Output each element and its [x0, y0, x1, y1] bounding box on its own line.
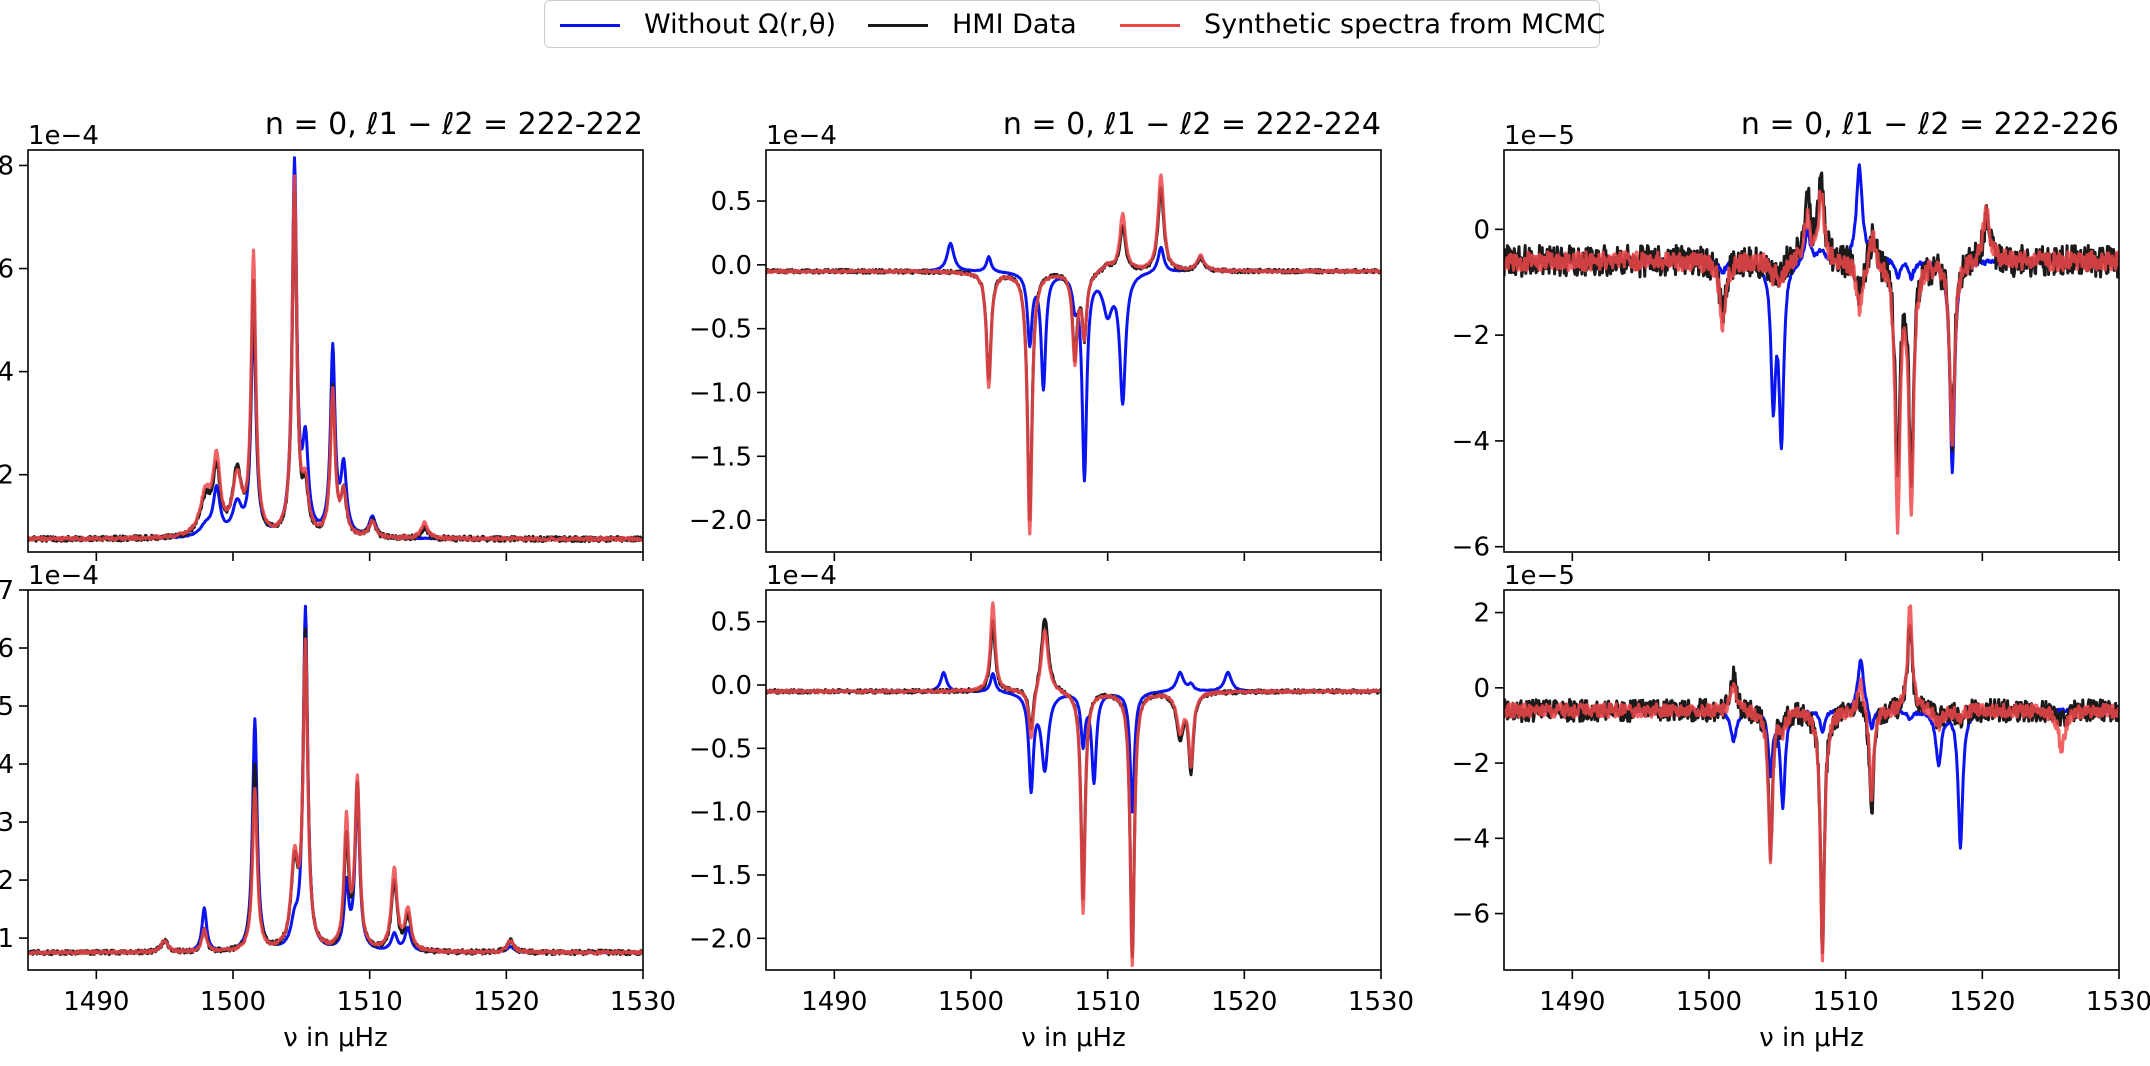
legend: Without Ω(r,θ) HMI Data Synthetic spectr…: [544, 0, 1605, 48]
x-tick-label: 1530: [1348, 987, 1414, 1017]
x-axis-label: ν in μHz: [283, 1023, 388, 1053]
y-tick-label: 1: [0, 924, 14, 954]
x-tick-label: 1500: [1676, 987, 1742, 1017]
y-tick-label: 6: [0, 255, 14, 285]
subplot-3: −6 −4 −2 0 1e−5 n = 0, ℓ1 − ℓ2 = 222-226: [1452, 107, 2120, 563]
series-hmi-panel-6: [1504, 624, 2119, 955]
y-tick-label: 0: [1473, 674, 1490, 704]
subplot-1: 2 4 6 8 1e−4 n = 0, ℓ1 − ℓ2 = 222-222: [0, 107, 644, 561]
subplot-title: n = 0, ℓ1 − ℓ2 = 222-222: [265, 107, 643, 142]
x-tick-label: 1520: [473, 987, 539, 1017]
y-tick-label: 4: [0, 358, 14, 388]
y-tick-label: −2: [1452, 749, 1490, 779]
x-axis-label: ν in μHz: [1759, 1023, 1864, 1053]
series-synthetic-panel-6: [1504, 604, 2119, 963]
x-tick-label: 1520: [1211, 987, 1277, 1017]
y-tick-label: −1.0: [689, 378, 752, 408]
y-tick-label: −2: [1452, 321, 1490, 351]
y-tick-label: 3: [0, 808, 14, 838]
subplot-6: 1490 1500 1510 1520 1530 −6 −4 −2 0 2 1e−5 ν in μHz: [1452, 561, 2150, 1053]
y-tick-label: 2: [1473, 599, 1490, 629]
subplot-title: n = 0, ℓ1 − ℓ2 = 222-224: [1003, 107, 1381, 142]
y-tick-label: 2: [0, 461, 14, 491]
x-tick-label: 1500: [200, 987, 266, 1017]
plot-frame: [27, 589, 644, 971]
x-tick-label: 1530: [610, 987, 676, 1017]
y-tick-label: 2: [0, 866, 14, 896]
plot-frame: [1503, 149, 2120, 553]
series-synthetic-panel-2: [766, 173, 1381, 536]
x-tick-label: 1500: [938, 987, 1004, 1017]
legend-label-synthetic: Synthetic spectra from MCMC: [1204, 9, 1606, 40]
y-exponent-label: 1e−5: [1504, 561, 1575, 591]
series-synthetic-panel-1: [28, 174, 643, 543]
y-tick-label: −1.5: [689, 861, 752, 891]
plot-frame: [765, 589, 1382, 971]
y-tick-label: −4: [1452, 824, 1490, 854]
series-synthetic-panel-4: [28, 637, 643, 956]
x-tick-label: 1530: [2086, 987, 2150, 1017]
y-exponent-label: 1e−4: [766, 121, 837, 151]
y-tick-label: 8: [0, 151, 14, 181]
y-tick-label: −0.5: [689, 315, 752, 345]
y-tick-label: 0.5: [711, 187, 752, 217]
y-tick-label: 0.0: [711, 251, 752, 281]
y-tick-label: 0: [1473, 215, 1490, 245]
legend-line-black: [868, 24, 928, 27]
y-tick-label: 0.0: [711, 671, 752, 701]
y-tick-label: 4: [0, 750, 14, 780]
series-synthetic-panel-5: [766, 601, 1381, 968]
series-without-panel-6: [1504, 658, 2119, 850]
series-without-panel-4: [28, 604, 643, 955]
x-tick-label: 1510: [1813, 987, 1879, 1017]
series-hmi-panel-5: [766, 617, 1381, 959]
y-exponent-label: 1e−5: [1504, 121, 1575, 151]
y-tick-label: 6: [0, 634, 14, 664]
subplot-title: n = 0, ℓ1 − ℓ2 = 222-226: [1741, 107, 2119, 142]
x-tick-label: 1510: [1075, 987, 1141, 1017]
x-axis-label: ν in μHz: [1021, 1023, 1126, 1053]
y-tick-label: −1.0: [689, 798, 752, 828]
plot-frame: [765, 149, 1382, 553]
subplot-2: −2.0 −1.5 −1.0 −0.5 0.0 0.5 1e−4 n = 0, ℓ1 − ℓ2…: [689, 107, 1382, 561]
series-hmi-panel-1: [28, 191, 643, 544]
series-synthetic-panel-3: [1504, 189, 2119, 535]
x-tick-label: 1490: [1539, 987, 1605, 1017]
y-tick-label: 0.5: [711, 608, 752, 638]
series-hmi-panel-3: [1504, 171, 2119, 488]
y-exponent-label: 1e−4: [766, 561, 837, 591]
subplot-4: 1490 1500 1510 1520 1530 1 2 3 4 5 6 7 1e−4 ν in μHz: [0, 561, 676, 1053]
x-tick-label: 1520: [1949, 987, 2015, 1017]
x-tick-label: 1490: [801, 987, 867, 1017]
x-tick-label: 1490: [63, 987, 129, 1017]
legend-label-without: Without Ω(r,θ): [644, 9, 837, 40]
y-tick-label: 7: [0, 576, 14, 606]
x-tick-label: 1510: [337, 987, 403, 1017]
legend-line-red: [1120, 24, 1180, 27]
y-exponent-label: 1e−4: [28, 561, 99, 591]
y-tick-label: −6: [1452, 900, 1490, 930]
y-exponent-label: 1e−4: [28, 121, 99, 151]
plot-frame: [27, 149, 644, 553]
legend-label-hmi: HMI Data: [952, 9, 1077, 40]
series-hmi-panel-4: [28, 627, 643, 957]
y-tick-label: −4: [1452, 427, 1490, 457]
plot-frame: [1503, 589, 2120, 971]
y-tick-label: −2.0: [689, 924, 752, 954]
y-tick-label: −6: [1452, 533, 1490, 563]
y-tick-label: −2.0: [689, 506, 752, 536]
subplot-5: 1490 1500 1510 1520 1530 −2.0 −1.5 −1.0 −0.5 0.0 0…: [689, 561, 1414, 1053]
y-tick-label: 5: [0, 692, 14, 722]
y-tick-label: −1.5: [689, 442, 752, 472]
y-tick-label: −0.5: [689, 734, 752, 764]
legend-line-blue: [560, 24, 620, 27]
